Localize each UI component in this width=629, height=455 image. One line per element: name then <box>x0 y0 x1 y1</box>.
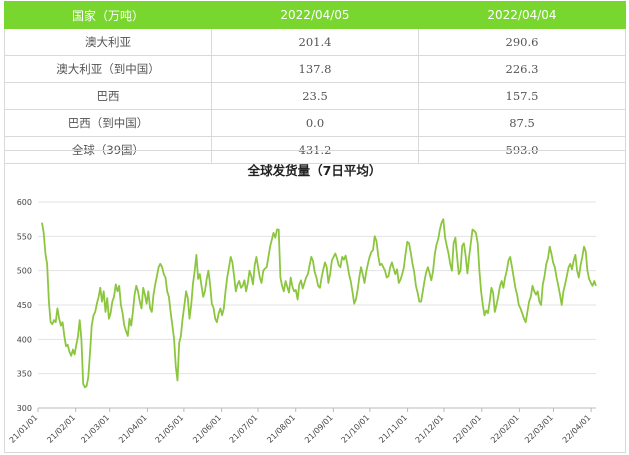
table-header-row: 国家（万吨） 2022/04/05 2022/04/04 <box>4 1 626 29</box>
y-tick-label: 500 <box>17 267 32 276</box>
row-value-1: 137.8 <box>211 55 419 83</box>
chart-grid <box>38 201 596 409</box>
table-row: 澳大利亚（到中国） 137.8 226.3 <box>4 55 626 83</box>
x-tick-label: 21/10/01 <box>340 413 372 445</box>
y-tick-label: 450 <box>17 301 32 310</box>
row-value-2: 87.5 <box>418 109 626 137</box>
x-tick-label: 22/02/01 <box>489 413 521 445</box>
row-value-2: 290.6 <box>418 28 626 56</box>
table-row: 巴西（到中国） 0.0 87.5 <box>4 109 626 137</box>
x-tick-label: 21/07/01 <box>228 413 260 445</box>
x-tick-label: 21/05/01 <box>154 413 186 445</box>
x-tick-label: 22/04/01 <box>561 413 593 445</box>
table-row: 澳大利亚 201.4 290.6 <box>4 28 626 56</box>
y-tick-label: 600 <box>17 198 32 207</box>
x-tick-label: 21/01/01 <box>8 413 40 445</box>
y-axis: 300 350 400 450 500 550 600 <box>17 198 32 413</box>
x-tick-label: 21/03/01 <box>79 413 111 445</box>
y-tick-label: 400 <box>17 335 32 344</box>
header-country: 国家（万吨） <box>4 1 212 29</box>
y-tick-label: 550 <box>17 232 32 241</box>
chart-panel <box>4 150 626 453</box>
row-value-1: 201.4 <box>211 28 419 56</box>
x-tick-label: 22/03/01 <box>523 413 555 445</box>
x-tick-label: 21/06/01 <box>191 413 223 445</box>
x-tick-label: 21/09/01 <box>303 413 335 445</box>
chart-title: 全球发货量（7日平均） <box>247 163 382 178</box>
row-value-1: 23.5 <box>211 82 419 110</box>
chart-series <box>41 218 597 389</box>
row-value-2: 157.5 <box>418 82 626 110</box>
x-tick-label: 21/08/01 <box>265 413 297 445</box>
y-tick-label: 350 <box>17 370 32 379</box>
series-line <box>41 218 597 389</box>
x-tick-label: 21/02/01 <box>45 413 77 445</box>
row-label: 巴西 <box>4 82 212 110</box>
x-tick-label: 21/11/01 <box>377 413 409 445</box>
row-label: 澳大利亚 <box>4 28 212 56</box>
x-axis: 21/01/01 21/02/01 21/03/01 21/04/01 21/05/01… <box>8 408 593 445</box>
x-tick-label: 21/04/01 <box>117 413 149 445</box>
shipment-table: 国家（万吨） 2022/04/05 2022/04/04 澳大利亚 201.4 … <box>4 1 626 164</box>
y-tick-label: 300 <box>17 404 32 413</box>
x-tick-label: 21/12/01 <box>414 413 446 445</box>
x-tick-label: 22/01/01 <box>451 413 483 445</box>
table-row: 巴西 23.5 157.5 <box>4 82 626 110</box>
row-value-2: 226.3 <box>418 55 626 83</box>
